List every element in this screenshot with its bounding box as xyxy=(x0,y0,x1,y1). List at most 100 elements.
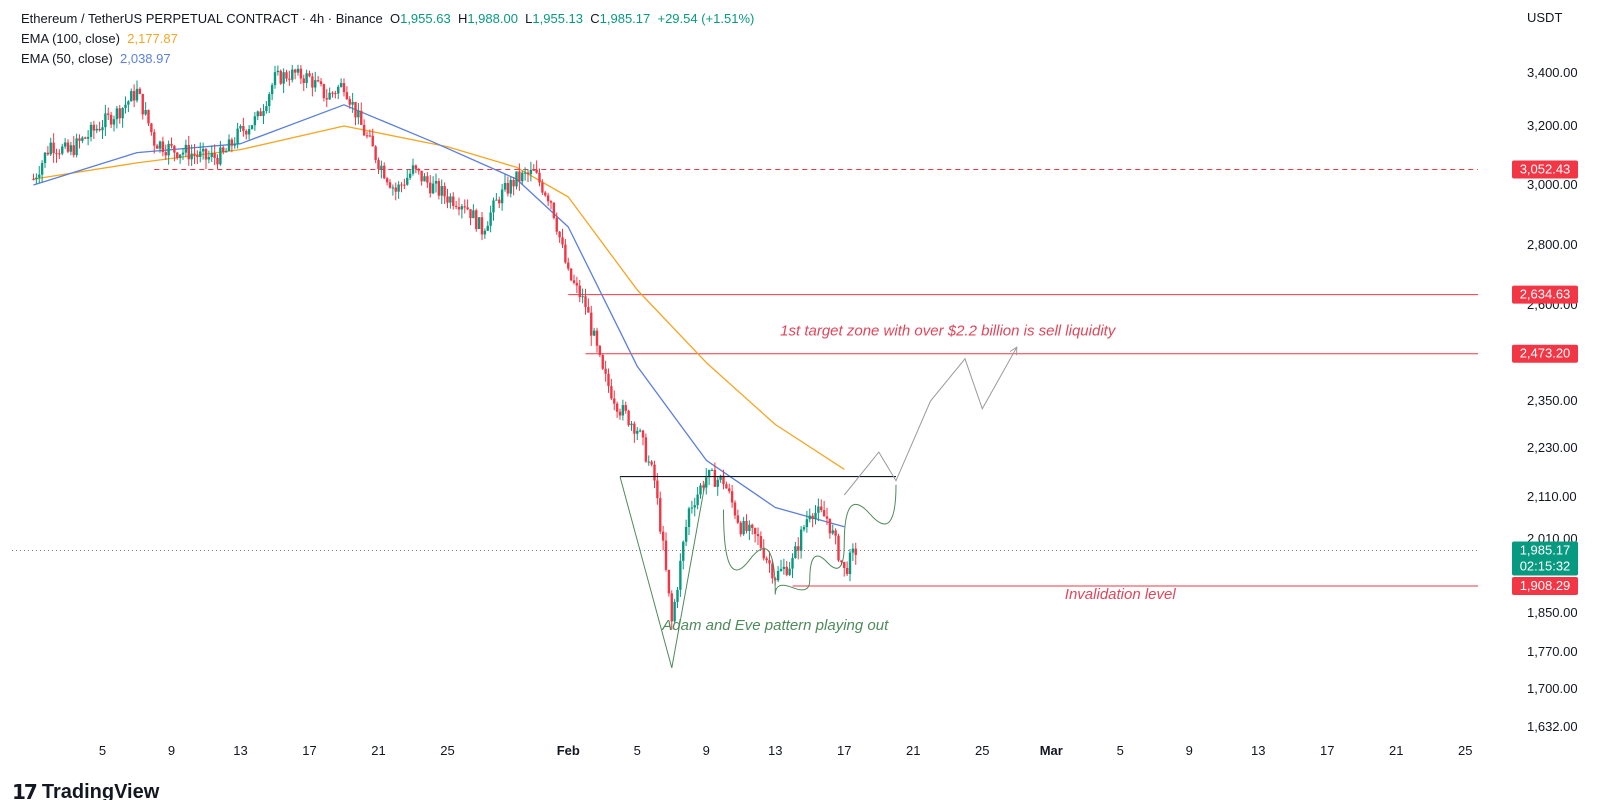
current-price-tag[interactable]: 1,985.17 xyxy=(1520,542,1571,557)
candle-body xyxy=(147,109,150,124)
candle-body xyxy=(443,186,446,197)
candle xyxy=(509,176,512,198)
candle-body xyxy=(598,345,602,356)
annotation-1[interactable]: Invalidation level xyxy=(1065,586,1177,603)
candle xyxy=(613,390,616,411)
price-tags: 3,052.43 2,634.63 2,473.20 1,908.29 1,985.17… xyxy=(1512,160,1578,596)
candle xyxy=(158,140,162,153)
candle xyxy=(765,556,768,564)
candle-body xyxy=(40,162,44,175)
candle xyxy=(380,160,383,179)
candle-body xyxy=(558,231,561,238)
candle-body xyxy=(98,128,101,131)
candle xyxy=(797,537,800,560)
candle xyxy=(498,196,501,209)
candle-body xyxy=(854,548,857,555)
candle xyxy=(814,505,817,525)
candle-body xyxy=(118,108,121,119)
eve-curve[interactable] xyxy=(723,484,897,595)
ema50-row[interactable]: EMA (50, close) 2,038.97 xyxy=(21,49,754,69)
candle-body xyxy=(618,411,622,416)
candle-body xyxy=(673,601,676,622)
candle xyxy=(716,477,719,496)
candle-body xyxy=(374,146,377,160)
candle xyxy=(411,158,415,176)
candle-body xyxy=(794,546,797,559)
candle xyxy=(506,176,510,197)
candle-body xyxy=(776,571,780,581)
candle-body xyxy=(518,171,521,182)
candle xyxy=(590,305,593,346)
projection-path[interactable] xyxy=(843,346,1018,496)
currency-label[interactable]: USDT xyxy=(1527,10,1563,25)
candle-body xyxy=(610,386,613,399)
candle-body xyxy=(334,93,337,95)
candle xyxy=(630,421,633,431)
level-tag-1[interactable]: 2,634.63 xyxy=(1520,287,1571,302)
candle xyxy=(311,72,314,97)
candle xyxy=(779,559,783,572)
candle xyxy=(35,173,38,185)
candle xyxy=(279,69,282,85)
x-tick-label: 9 xyxy=(1186,743,1193,758)
candle xyxy=(72,136,75,158)
candle xyxy=(101,120,104,140)
candle-body xyxy=(840,560,843,562)
candle-body xyxy=(351,101,354,105)
candle-body xyxy=(601,355,604,369)
candle-body xyxy=(693,505,696,508)
candle-body xyxy=(400,184,403,186)
candle-body xyxy=(653,464,656,481)
candle xyxy=(250,124,254,130)
candle-body xyxy=(268,94,271,107)
ema50-line[interactable] xyxy=(33,104,845,528)
candle-body xyxy=(480,217,484,235)
close-label: C xyxy=(590,11,600,26)
candle xyxy=(256,110,259,121)
candle-body xyxy=(477,217,481,229)
candle xyxy=(89,121,93,142)
candle-body xyxy=(555,217,558,232)
candle-body xyxy=(216,157,219,165)
candle xyxy=(135,80,139,103)
candle-body xyxy=(403,184,406,186)
candle xyxy=(66,139,70,154)
candle-body xyxy=(538,172,541,183)
x-tick-label: 5 xyxy=(99,743,106,758)
tradingview-logo[interactable]: 17 TradingView xyxy=(12,780,159,800)
candle-body xyxy=(544,192,547,196)
candle-body xyxy=(299,68,303,79)
candle-body xyxy=(722,475,725,485)
candle-body xyxy=(492,200,495,213)
candle xyxy=(495,192,498,201)
candle-body xyxy=(273,72,277,86)
candle-body xyxy=(224,151,228,153)
ema100-row[interactable]: EMA (100, close) 2,177.87 xyxy=(21,29,754,49)
candle-body xyxy=(164,152,167,156)
candle xyxy=(46,146,50,156)
candle xyxy=(420,170,423,186)
candle xyxy=(843,561,846,577)
candle-body xyxy=(549,201,553,203)
level-tag-3[interactable]: 1,908.29 xyxy=(1520,578,1571,593)
level-tag-2[interactable]: 2,473.20 xyxy=(1520,346,1571,361)
candle xyxy=(153,129,156,154)
level-tag-0[interactable]: 3,052.43 xyxy=(1520,162,1571,177)
candle-body xyxy=(523,172,527,174)
y-tick-label: 1,700.00 xyxy=(1527,681,1578,696)
chart-legend: Ethereum / TetherUS PERPETUAL CONTRACT ·… xyxy=(21,9,754,69)
ema100-line[interactable] xyxy=(33,125,845,470)
candle-body xyxy=(498,199,501,204)
candle xyxy=(193,143,196,165)
annotation-0[interactable]: 1st target zone with over $2.2 billion i… xyxy=(780,323,1117,340)
annotation-2[interactable]: Adam and Eve pattern playing out xyxy=(661,617,889,634)
symbol-title[interactable]: Ethereum / TetherUS PERPETUAL CONTRACT ·… xyxy=(21,11,383,26)
horizontal-levels xyxy=(12,169,1478,587)
adam-leg[interactable] xyxy=(619,476,707,669)
candle-body xyxy=(506,182,510,194)
candle-body xyxy=(679,560,682,590)
candle xyxy=(529,161,533,182)
current-price-tag-bg xyxy=(1512,541,1578,576)
candle-body xyxy=(360,110,363,125)
